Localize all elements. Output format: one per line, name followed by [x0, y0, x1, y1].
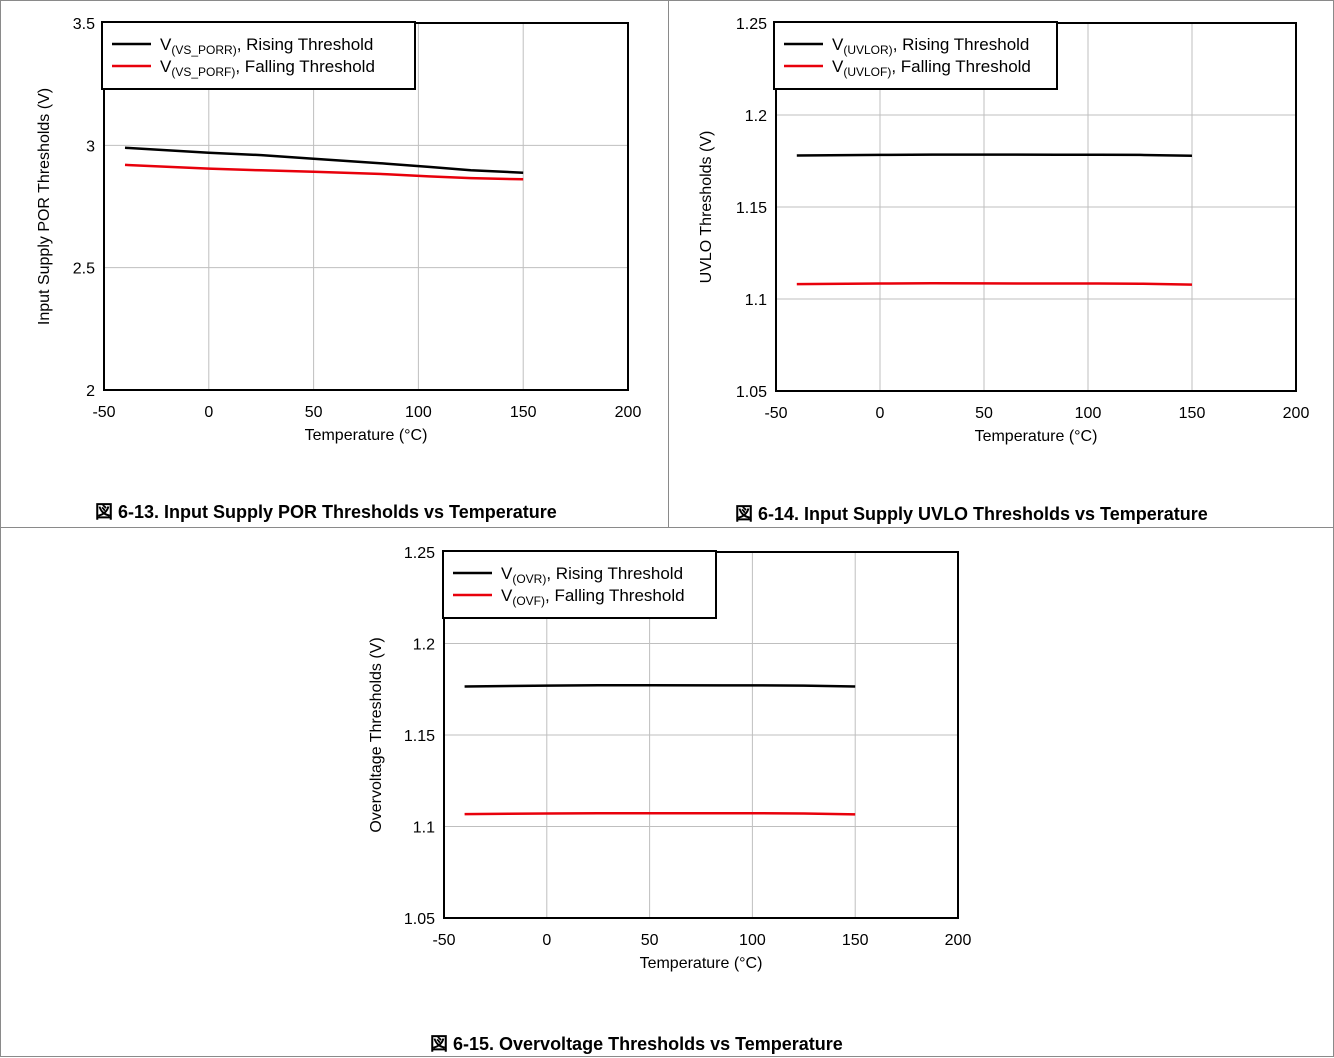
x-tick-label: 200: [1283, 405, 1310, 422]
legend-subscript: (OVF): [512, 594, 545, 608]
x-tick-label: 100: [739, 932, 766, 949]
legend-name: V: [160, 35, 172, 54]
y-tick-label: 2.5: [73, 261, 95, 278]
x-tick-label: 200: [945, 932, 972, 949]
x-tick-label: -50: [764, 405, 787, 422]
legend-suffix: , Falling Threshold: [891, 57, 1031, 76]
legend-suffix: , Falling Threshold: [545, 586, 685, 605]
figure-caption: 図 6-15. Overvoltage Thresholds vs Temper…: [430, 1034, 843, 1054]
x-tick-label: 150: [510, 404, 537, 421]
x-tick-label: 100: [405, 404, 432, 421]
legend-box: [101, 21, 416, 90]
legend-suffix: , Rising Threshold: [237, 35, 374, 54]
y-tick-label: 1.2: [413, 637, 435, 654]
legend-entry: V(OVF), Falling Threshold: [501, 586, 685, 608]
x-tick-label: 0: [204, 404, 213, 421]
legend-subscript: (UVLOR): [843, 43, 892, 57]
x-tick-label: -50: [432, 932, 455, 949]
y-tick-label: 1.1: [413, 820, 435, 837]
y-tick-label: 3.5: [73, 16, 95, 33]
legend-suffix: , Falling Threshold: [235, 57, 375, 76]
series-line-falling: [124, 163, 524, 181]
series-line-rising: [124, 146, 524, 174]
x-tick-label: -50: [92, 404, 115, 421]
y-tick-label: 1.05: [404, 911, 435, 928]
x-axis-label: Temperature (°C): [305, 427, 428, 444]
x-tick-label: 50: [975, 405, 993, 422]
figure-panel-1: -50 0 50 100 150 200 2 2.5 3 3.5 Temperature (°C) I…: [0, 0, 669, 528]
y-tick-label: 1.05: [736, 384, 767, 401]
legend-entry: V(VS_PORR), Rising Threshold: [160, 35, 373, 57]
legend-name: V: [501, 564, 513, 583]
y-tick-label: 1.25: [736, 16, 767, 33]
legend-entry: V(UVLOR), Rising Threshold: [832, 35, 1029, 57]
x-tick-label: 150: [842, 932, 869, 949]
legend-suffix: , Rising Threshold: [893, 35, 1030, 54]
y-tick-label: 3: [86, 138, 95, 155]
legend-box: [773, 21, 1058, 90]
chart-3: -50 0 50 100 150 200 1.05 1.1 1.15 1.2 1.25 Tempera…: [368, 545, 972, 972]
x-axis-label: Temperature (°C): [975, 428, 1098, 445]
legend-subscript: (VS_PORF): [171, 65, 235, 79]
y-tick-label: 1.2: [745, 108, 767, 125]
legend-entry: V(OVR), Rising Threshold: [501, 564, 683, 586]
legend-name: V: [832, 57, 844, 76]
x-tick-label: 50: [305, 404, 323, 421]
series-line-falling: [796, 281, 1193, 286]
series-line-rising: [464, 683, 856, 688]
x-tick-label: 150: [1179, 405, 1206, 422]
x-tick-label: 200: [615, 404, 642, 421]
legend-subscript: (UVLOF): [843, 65, 891, 79]
legend-name: V: [501, 586, 513, 605]
series-line-rising: [796, 153, 1193, 158]
legend-name: V: [832, 35, 844, 54]
y-axis-label: Input Supply POR Thresholds (V): [36, 88, 53, 325]
x-tick-label: 50: [641, 932, 659, 949]
series-line-falling: [464, 812, 856, 816]
legend-entry: V(VS_PORF), Falling Threshold: [160, 57, 375, 79]
legend-name: V: [160, 57, 172, 76]
legend: V(VS_PORR), Rising ThresholdV(VS_PORF), …: [101, 21, 416, 90]
x-tick-label: 100: [1075, 405, 1102, 422]
legend-subscript: (OVR): [512, 572, 546, 586]
y-tick-label: 2: [86, 383, 95, 400]
y-tick-label: 1.15: [404, 728, 435, 745]
figure-caption: 図 6-14. Input Supply UVLO Thresholds vs …: [735, 504, 1208, 524]
legend-entry: V(UVLOF), Falling Threshold: [832, 57, 1031, 79]
figure-caption: 図 6-13. Input Supply POR Thresholds vs T…: [95, 502, 557, 522]
y-tick-label: 1.15: [736, 200, 767, 217]
y-axis-label: Overvoltage Thresholds (V): [368, 637, 385, 832]
figure-panel-3: -50 0 50 100 150 200 1.05 1.1 1.15 1.2 1.25 Tempera…: [0, 527, 1334, 1057]
chart-1: -50 0 50 100 150 200 2 2.5 3 3.5 Temperature (°C) I…: [36, 16, 642, 444]
y-tick-label: 1.25: [404, 545, 435, 562]
chart-2: -50 0 50 100 150 200 1.05 1.1 1.15 1.2 1.25 Tempera…: [698, 16, 1310, 445]
y-axis-label: UVLO Thresholds (V): [698, 131, 715, 284]
y-tick-label: 1.1: [745, 292, 767, 309]
x-axis-label: Temperature (°C): [640, 955, 763, 972]
legend-subscript: (VS_PORR): [171, 43, 236, 57]
x-tick-label: 0: [876, 405, 885, 422]
gridlines: [776, 23, 1296, 391]
x-tick-label: 0: [542, 932, 551, 949]
legend-suffix: , Rising Threshold: [546, 564, 683, 583]
legend-box: [442, 550, 717, 619]
figure-panel-2: -50 0 50 100 150 200 1.05 1.1 1.15 1.2 1.25 Tempera…: [668, 0, 1334, 528]
